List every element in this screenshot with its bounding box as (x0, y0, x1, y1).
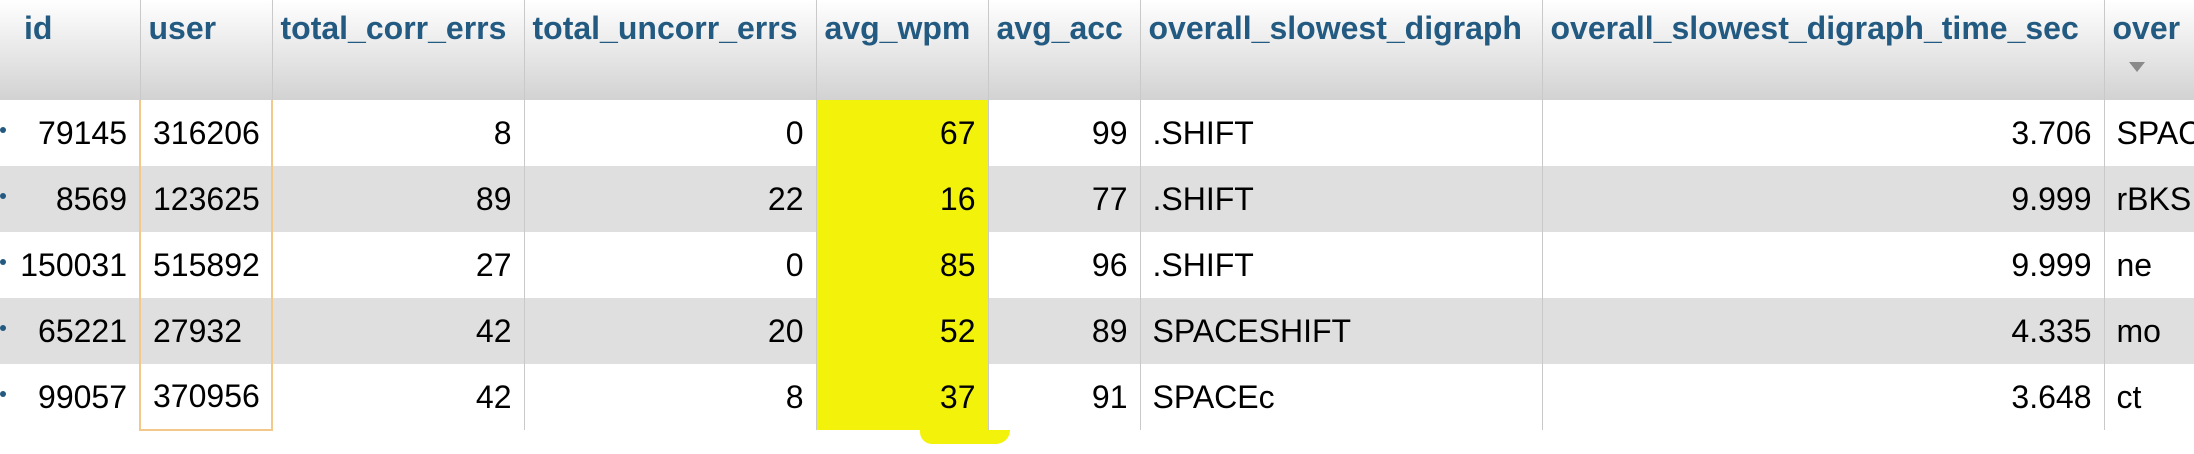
column-header-overall-slowest-digraph[interactable]: overall_slowest_digraph (1140, 0, 1543, 100)
cell-avg-wpm[interactable]: 52 (816, 298, 989, 364)
cell-overall-slowest-digraph[interactable]: .SHIFT (1140, 100, 1543, 166)
row-marker-icon (0, 127, 6, 133)
cell-user[interactable]: 123625 (139, 166, 273, 232)
row-marker-icon (0, 325, 6, 331)
cell-overall-slowest-digraph[interactable]: SPACEc (1140, 364, 1543, 430)
cell-avg-wpm[interactable]: 67 (816, 100, 989, 166)
cell-id[interactable]: 79145 (0, 100, 141, 166)
cell-total-corr-errs[interactable]: 42 (272, 364, 525, 430)
cell-total-uncorr-errs[interactable]: 0 (524, 232, 817, 298)
cell-overall-slowest-digraph-time-sec[interactable]: 3.706 (1542, 100, 2105, 166)
cell-overall-slowest-digraph[interactable]: .SHIFT (1140, 232, 1543, 298)
cell-total-corr-errs[interactable]: 8 (272, 100, 525, 166)
cell-user[interactable]: 27932 (139, 298, 273, 364)
cell-over[interactable]: SPAC (2104, 100, 2194, 166)
cell-overall-slowest-digraph-time-sec[interactable]: 9.999 (1542, 166, 2105, 232)
cell-id[interactable]: 8569 (0, 166, 141, 232)
cell-total-corr-errs[interactable]: 89 (272, 166, 525, 232)
cell-avg-wpm[interactable]: 85 (816, 232, 989, 298)
cell-user[interactable]: 316206 (139, 100, 273, 166)
column-header-total-uncorr-errs[interactable]: total_uncorr_errs (524, 0, 817, 100)
cell-total-uncorr-errs[interactable]: 22 (524, 166, 817, 232)
table-header-row: id user total_corr_errs total_uncorr_err… (0, 0, 2194, 100)
table-row[interactable]: 65221 27932 42 20 52 89 SPACESHIFT 4.335… (0, 298, 2194, 364)
cell-total-uncorr-errs[interactable]: 0 (524, 100, 817, 166)
cell-overall-slowest-digraph-time-sec[interactable]: 4.335 (1542, 298, 2105, 364)
cell-avg-wpm[interactable]: 37 (816, 364, 989, 430)
cell-id[interactable]: 150031 (0, 232, 141, 298)
table-row[interactable]: 8569 123625 89 22 16 77 .SHIFT 9.999 rBK… (0, 166, 2194, 232)
cell-id[interactable]: 99057 (0, 364, 141, 430)
cell-avg-acc[interactable]: 96 (988, 232, 1141, 298)
row-marker-icon (0, 259, 6, 265)
cell-overall-slowest-digraph[interactable]: .SHIFT (1140, 166, 1543, 232)
column-header-avg-wpm[interactable]: avg_wpm (816, 0, 989, 100)
row-marker-icon (0, 193, 6, 199)
sort-arrow-down-icon[interactable] (2128, 62, 2145, 72)
column-header-id[interactable]: id (0, 0, 141, 100)
cell-overall-slowest-digraph[interactable]: SPACESHIFT (1140, 298, 1543, 364)
cell-total-corr-errs[interactable]: 42 (272, 298, 525, 364)
table-row[interactable]: 99057 370956 42 8 37 91 SPACEc 3.648 ct (0, 364, 2194, 431)
table-row[interactable]: 79145 316206 8 0 67 99 .SHIFT 3.706 SPAC (0, 100, 2194, 166)
cell-total-uncorr-errs[interactable]: 8 (524, 364, 817, 430)
column-header-over[interactable]: over (2104, 0, 2194, 100)
cell-id[interactable]: 65221 (0, 298, 141, 364)
column-header-total-corr-errs[interactable]: total_corr_errs (272, 0, 525, 100)
cell-total-uncorr-errs[interactable]: 20 (524, 298, 817, 364)
cell-overall-slowest-digraph-time-sec[interactable]: 9.999 (1542, 232, 2105, 298)
cell-over[interactable]: ct (2104, 364, 2194, 430)
cell-avg-acc[interactable]: 89 (988, 298, 1141, 364)
cell-overall-slowest-digraph-time-sec[interactable]: 3.648 (1542, 364, 2105, 430)
cell-over[interactable]: mo (2104, 298, 2194, 364)
cell-avg-acc[interactable]: 99 (988, 100, 1141, 166)
row-marker-icon (0, 391, 6, 397)
column-header-user[interactable]: user (140, 0, 273, 100)
cell-avg-wpm[interactable]: 16 (816, 166, 989, 232)
cell-over[interactable]: ne (2104, 232, 2194, 298)
avg-wpm-highlight-bottom (920, 428, 1010, 444)
column-header-overall-slowest-digraph-time-sec[interactable]: overall_slowest_digraph_time_sec (1542, 0, 2105, 100)
cell-user[interactable]: 515892 (139, 232, 273, 298)
cell-avg-acc[interactable]: 77 (988, 166, 1141, 232)
results-table: id user total_corr_errs total_uncorr_err… (0, 0, 2194, 431)
cell-user[interactable]: 370956 (139, 364, 273, 431)
cell-total-corr-errs[interactable]: 27 (272, 232, 525, 298)
column-header-avg-acc[interactable]: avg_acc (988, 0, 1141, 100)
cell-over[interactable]: rBKS (2104, 166, 2194, 232)
cell-avg-acc[interactable]: 91 (988, 364, 1141, 430)
table-row[interactable]: 150031 515892 27 0 85 96 .SHIFT 9.999 ne (0, 232, 2194, 298)
